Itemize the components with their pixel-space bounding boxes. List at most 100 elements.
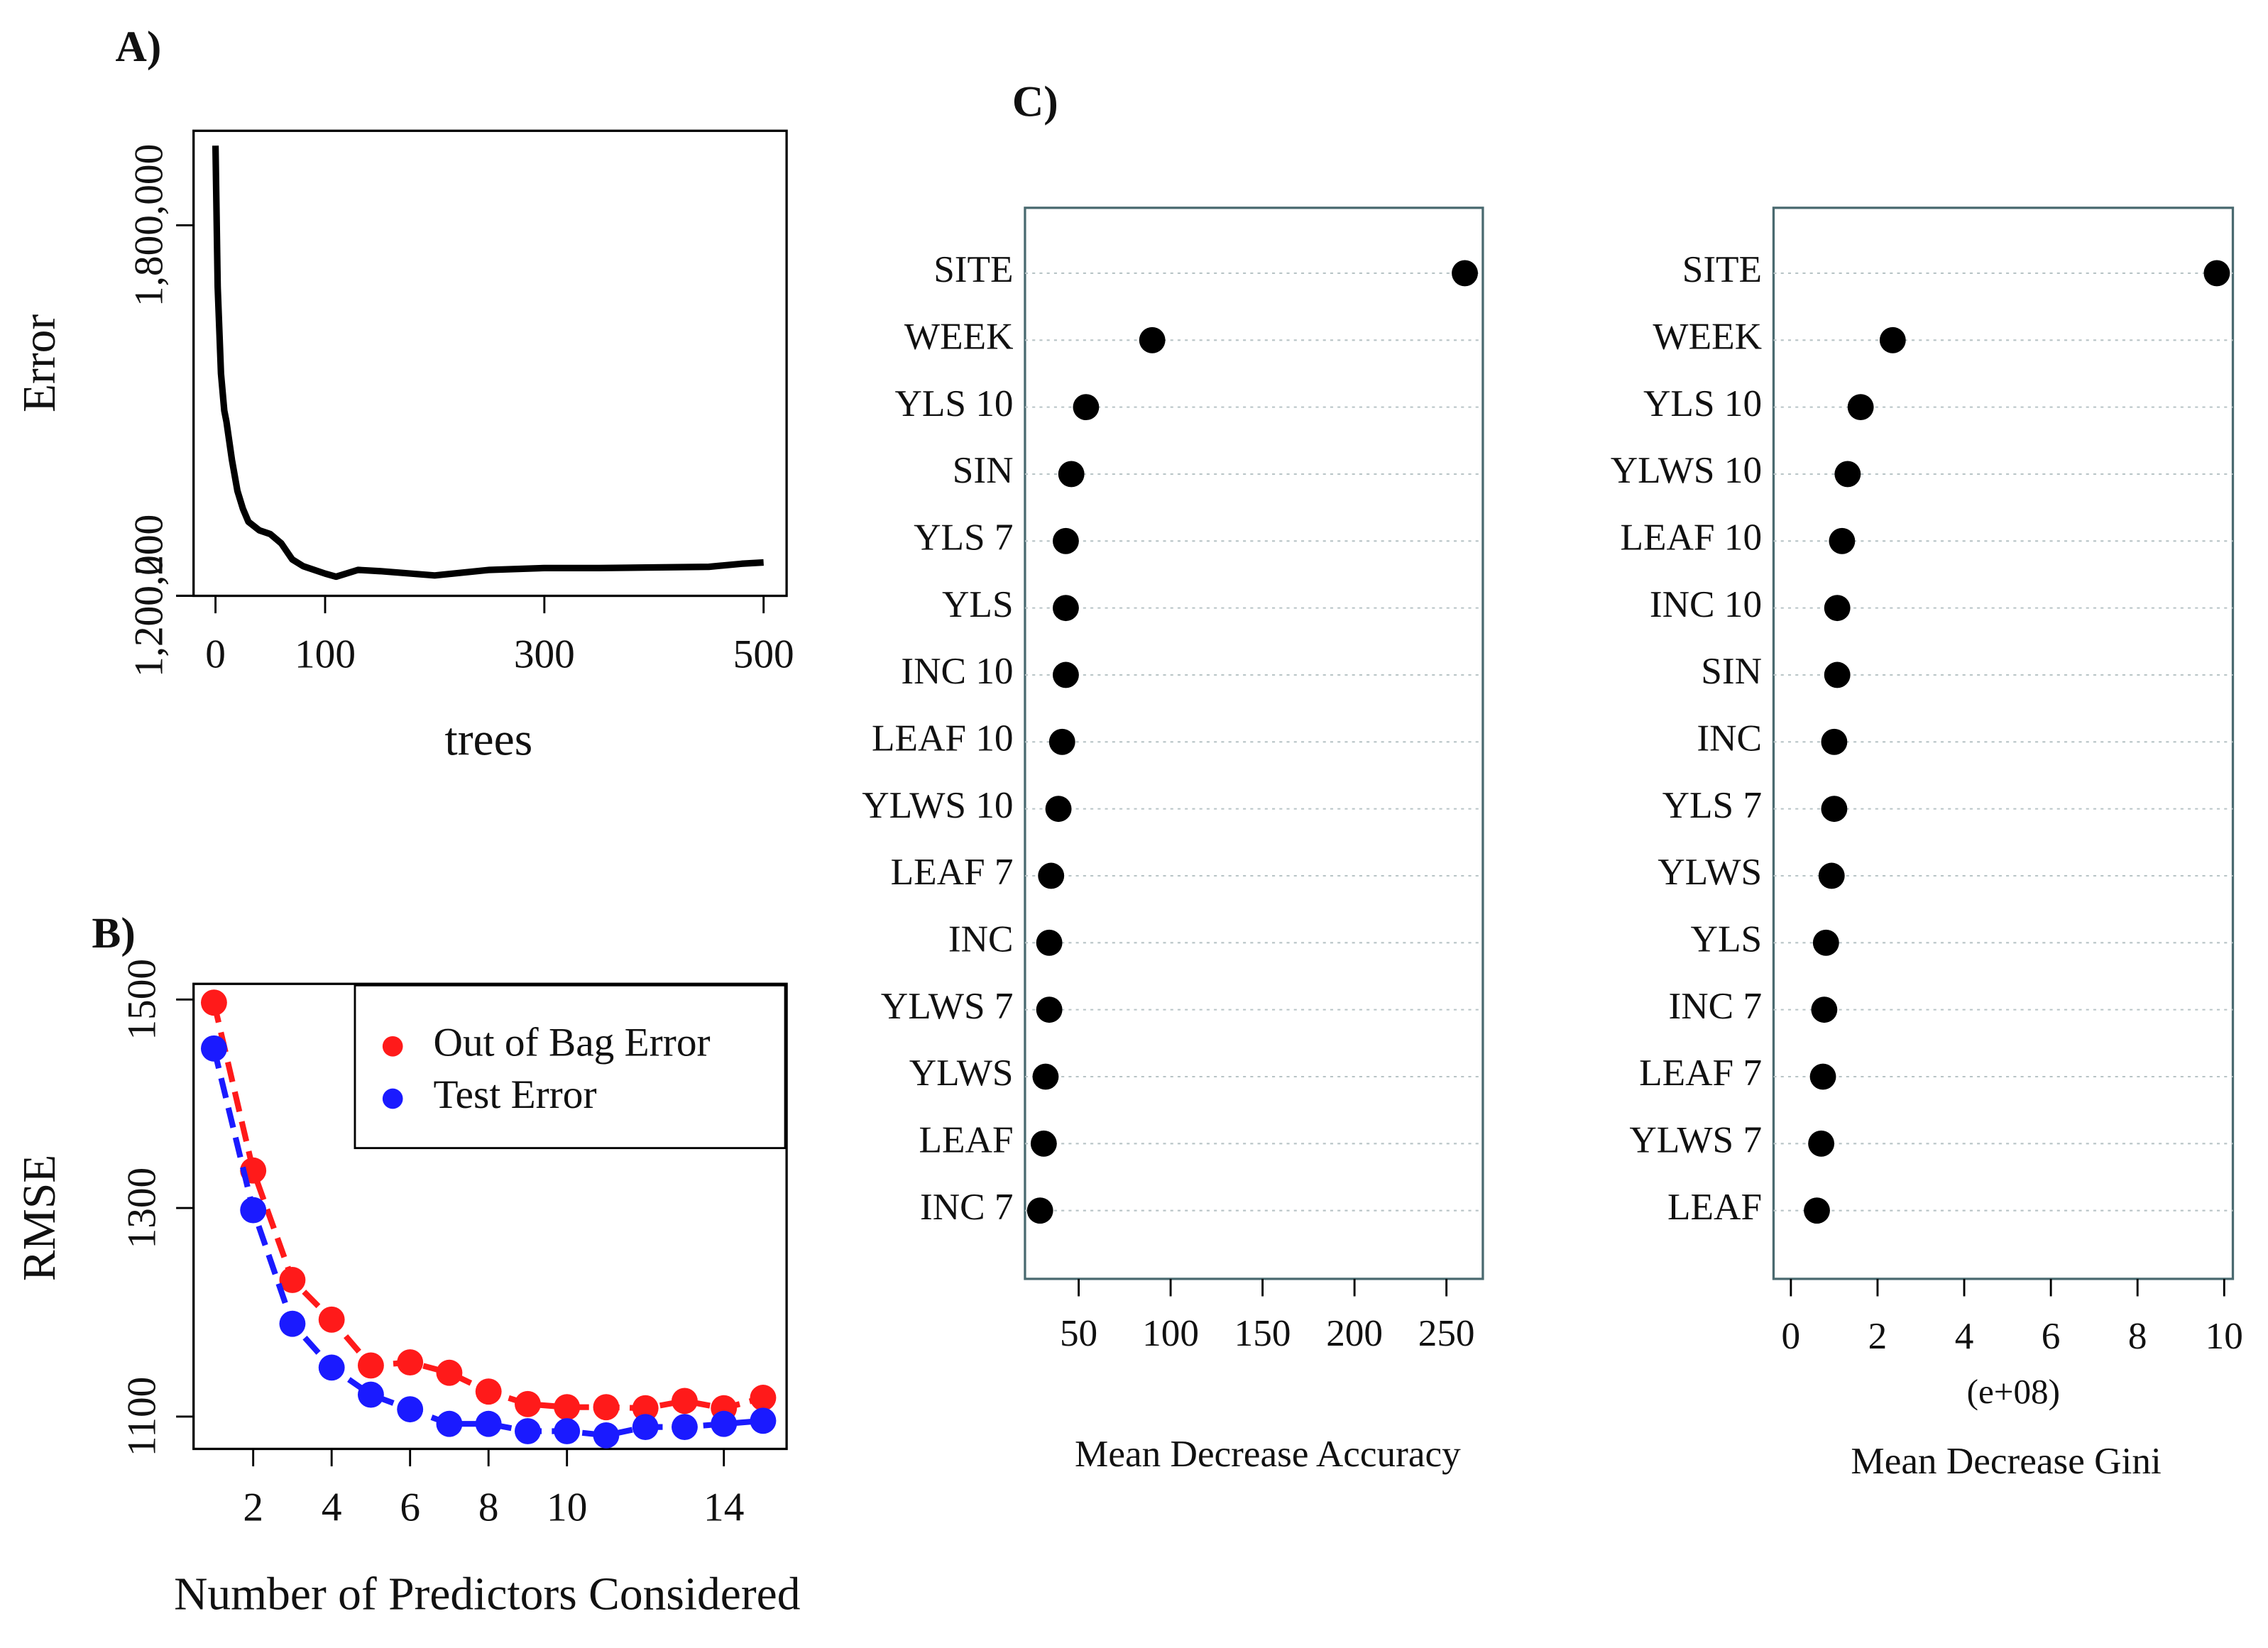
point xyxy=(593,1422,620,1449)
category-label: INC 7 xyxy=(920,1186,1014,1228)
dot xyxy=(1821,796,1848,823)
dot xyxy=(1053,595,1079,622)
category-label: INC xyxy=(1697,718,1762,759)
dot xyxy=(1032,1063,1059,1090)
dot xyxy=(1038,862,1065,889)
category-label: YLS xyxy=(942,583,1014,625)
category-label: LEAF 10 xyxy=(1620,517,1762,559)
point xyxy=(279,1310,306,1337)
dot xyxy=(1879,326,1906,353)
category-label: WEEK xyxy=(1653,316,1762,358)
x-tick-label: 50 xyxy=(1060,1312,1097,1354)
series-line xyxy=(212,145,764,581)
category-label: LEAF 10 xyxy=(872,718,1014,759)
x-tick-label: 10 xyxy=(547,1485,587,1530)
x-tick-label: 10 xyxy=(2206,1315,2243,1357)
point xyxy=(397,1349,424,1375)
category-label: SIN xyxy=(953,449,1014,491)
x-axis-label: trees xyxy=(445,714,533,765)
category-label: YLWS xyxy=(909,1052,1014,1094)
dot xyxy=(1030,1130,1057,1157)
dot xyxy=(1824,661,1851,688)
x-tick-label: 8 xyxy=(478,1485,499,1530)
legend-box xyxy=(354,984,787,1150)
point xyxy=(200,1035,227,1062)
point xyxy=(554,1418,581,1444)
y-tick-label: 1100 xyxy=(119,1377,164,1457)
dot xyxy=(1809,1063,1836,1090)
dot xyxy=(1834,461,1861,488)
y-tick-label: 1500 xyxy=(119,959,164,1040)
dot xyxy=(1829,527,1856,554)
legend-label: Out of Bag Error xyxy=(434,1020,711,1065)
dot xyxy=(1811,996,1838,1023)
point xyxy=(554,1394,581,1421)
dot xyxy=(1139,326,1166,353)
point xyxy=(750,1385,777,1411)
dot xyxy=(1804,1197,1830,1224)
legend-marker xyxy=(382,1088,403,1109)
category-label: YLWS 7 xyxy=(881,985,1014,1027)
point xyxy=(672,1388,698,1414)
x-axis-label: Mean Decrease Accuracy xyxy=(1075,1433,1461,1475)
dot xyxy=(1026,1197,1053,1224)
point xyxy=(279,1267,306,1293)
dot xyxy=(1812,929,1839,956)
category-label: YLWS xyxy=(1658,851,1762,893)
point xyxy=(593,1394,620,1421)
x-axis-label: Number of Predictors Considered xyxy=(174,1569,800,1620)
category-label: SIN xyxy=(1701,650,1762,692)
y-tick-label: 1,200,200 xyxy=(127,515,172,677)
point xyxy=(358,1352,384,1379)
point xyxy=(200,989,227,1016)
category-label: SITE xyxy=(933,248,1013,290)
category-label: LEAF xyxy=(919,1119,1014,1161)
plot-frame xyxy=(1024,207,1484,1280)
point xyxy=(358,1381,384,1408)
dot xyxy=(1073,394,1100,421)
x-tick-label: 0 xyxy=(1782,1315,1801,1357)
category-label: INC 7 xyxy=(1668,985,1762,1027)
x-tick-label: 4 xyxy=(322,1485,342,1530)
category-label: INC 10 xyxy=(1650,583,1762,625)
point xyxy=(475,1410,502,1437)
panel-label: B) xyxy=(92,909,135,957)
x-tick-label: 100 xyxy=(295,632,356,677)
category-label: YLS 10 xyxy=(894,383,1013,424)
y-axis-label: RMSE xyxy=(14,1155,65,1281)
x-tick-label: 150 xyxy=(1234,1312,1291,1354)
panel-label: C) xyxy=(1012,78,1058,126)
category-label: LEAF 7 xyxy=(891,851,1014,893)
dot xyxy=(1847,394,1874,421)
x-tick-label: 14 xyxy=(703,1485,744,1530)
x-tick-label: 0 xyxy=(205,632,226,677)
dot xyxy=(1045,796,1072,823)
x-tick-label: 500 xyxy=(733,632,794,677)
plot-frame xyxy=(192,129,788,598)
x-tick-label: 6 xyxy=(400,1485,420,1530)
dot xyxy=(1452,260,1478,287)
point xyxy=(632,1395,659,1422)
x-tick-label: 200 xyxy=(1326,1312,1383,1354)
x-axis-label: Mean Decrease Gini xyxy=(1851,1440,2161,1482)
y-tick-label: 1300 xyxy=(119,1168,164,1249)
x-tick-label: 4 xyxy=(1955,1315,1974,1357)
category-label: LEAF xyxy=(1667,1186,1762,1228)
point xyxy=(515,1418,541,1444)
y-axis-label: Error xyxy=(14,314,65,412)
category-label: INC 10 xyxy=(901,650,1013,692)
legend-marker xyxy=(382,1036,403,1057)
y-tick-label: 1,800,000 xyxy=(127,144,172,307)
point xyxy=(672,1414,698,1441)
legend-label: Test Error xyxy=(434,1072,597,1117)
dot xyxy=(1053,661,1079,688)
point xyxy=(436,1359,463,1386)
point xyxy=(515,1390,541,1417)
x-tick-label: 100 xyxy=(1142,1312,1199,1354)
point xyxy=(436,1410,463,1437)
y-tick-label: 1,200,000 xyxy=(127,515,172,677)
category-label: YLS 10 xyxy=(1643,383,1762,424)
category-label: LEAF 7 xyxy=(1639,1052,1762,1094)
point xyxy=(475,1378,502,1405)
